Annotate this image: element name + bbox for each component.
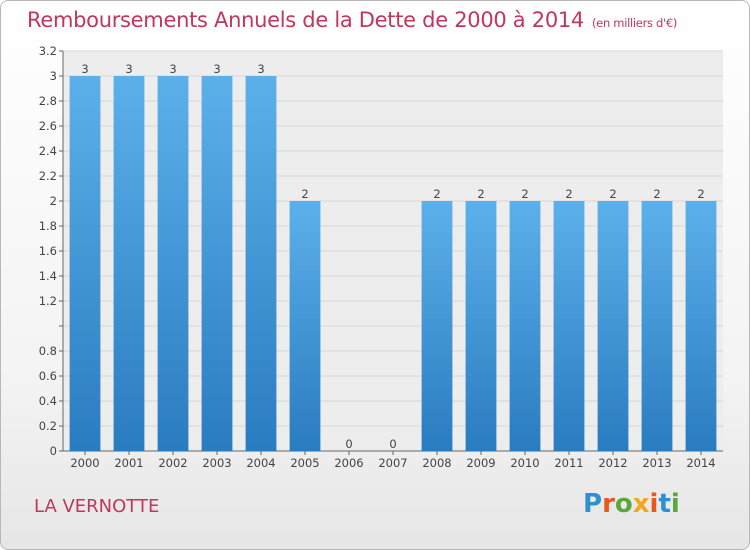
commune-name: LA VERNOTTE (34, 496, 160, 517)
bar (157, 76, 189, 451)
y-tick-label: 3.2 (39, 44, 57, 58)
bar-data-label: 3 (125, 62, 132, 76)
proxiti-logo[interactable]: Proxiti (583, 489, 680, 519)
x-tick-label: 2007 (378, 456, 407, 470)
y-tick-label: 0.4 (39, 394, 57, 408)
y-tick-label: 0.6 (39, 369, 57, 383)
x-tick-label: 2003 (202, 456, 231, 470)
bar (685, 201, 717, 451)
logo-letter: r (602, 489, 615, 519)
bar-data-label: 2 (521, 187, 528, 201)
y-tick-label: 3 (50, 69, 57, 83)
x-tick-label: 2001 (114, 456, 143, 470)
bar (465, 201, 497, 451)
y-tick-label: 2 (50, 194, 57, 208)
bar-data-label: 2 (653, 187, 660, 201)
x-tick-label: 2002 (158, 456, 187, 470)
x-tick-label: 2014 (686, 456, 715, 470)
bar (245, 76, 277, 451)
bar (421, 201, 453, 451)
y-tick-label: 1.6 (39, 244, 57, 258)
bar-data-label: 2 (477, 187, 484, 201)
logo-letter: P (583, 489, 603, 519)
logo-letter: i (649, 489, 659, 519)
bar (113, 76, 145, 451)
bar-data-label: 3 (257, 62, 264, 76)
x-tick-label: 2009 (466, 456, 495, 470)
bar (289, 201, 321, 451)
y-tick-label: 1.4 (39, 269, 57, 283)
x-tick-label: 2012 (598, 456, 627, 470)
x-tick-label: 2004 (246, 456, 275, 470)
x-tick-label: 2005 (290, 456, 319, 470)
y-tick-label: 2.2 (39, 169, 57, 183)
bar (553, 201, 585, 451)
y-tick-label: 1.8 (39, 219, 57, 233)
bar-data-label: 0 (345, 437, 352, 451)
logo-letter: i (670, 489, 680, 519)
x-tick-label: 2000 (70, 456, 99, 470)
chart-title-text: Remboursements Annuels de la Dette de 20… (27, 8, 584, 32)
bar-data-label: 2 (697, 187, 704, 201)
x-tick-label: 2008 (422, 456, 451, 470)
bar-data-label: 2 (301, 187, 308, 201)
bar (509, 201, 541, 451)
logo-letter: t (658, 489, 671, 519)
y-tick-label: 0 (50, 444, 57, 458)
bar-data-label: 2 (609, 187, 616, 201)
y-tick-label: 2.8 (39, 94, 57, 108)
x-tick-label: 2010 (510, 456, 539, 470)
bar-data-label: 3 (81, 62, 88, 76)
y-tick-label: 2.4 (39, 144, 57, 158)
y-tick-label: 1.2 (39, 294, 57, 308)
bar-data-label: 2 (433, 187, 440, 201)
chart-title: Remboursements Annuels de la Dette de 20… (27, 8, 677, 32)
bar-data-label: 3 (169, 62, 176, 76)
y-tick-label: 2.6 (39, 119, 57, 133)
logo-letter: x (632, 489, 650, 519)
bar-data-label: 0 (389, 437, 396, 451)
logo-letter: o (614, 489, 633, 519)
bar (201, 76, 233, 451)
bar (597, 201, 629, 451)
chart-subtitle: (en milliers d'€) (592, 16, 678, 30)
bar-data-label: 3 (213, 62, 220, 76)
y-tick-label: 0.2 (39, 419, 57, 433)
x-tick-label: 2006 (334, 456, 363, 470)
y-tick-label: 0.8 (39, 344, 57, 358)
x-tick-label: 2011 (554, 456, 583, 470)
bar-data-label: 2 (565, 187, 572, 201)
bar (641, 201, 673, 451)
x-tick-label: 2013 (642, 456, 671, 470)
bar (69, 76, 101, 451)
